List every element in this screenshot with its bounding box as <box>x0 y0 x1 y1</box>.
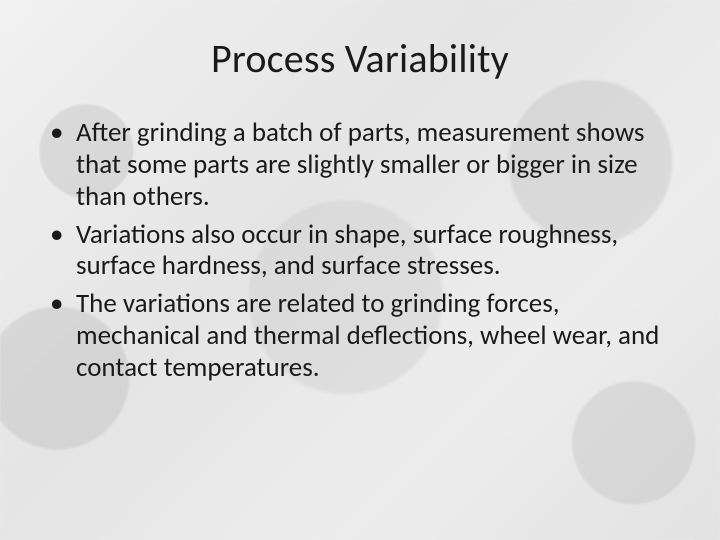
list-item: After grinding a batch of parts, measure… <box>76 117 672 213</box>
bullet-text: After grinding a batch of parts, measure… <box>76 116 644 213</box>
slide-title: Process Variability <box>48 34 672 83</box>
bullet-text: Variations also occur in shape, surface … <box>76 218 618 283</box>
bullet-list: After grinding a batch of parts, measure… <box>48 117 672 384</box>
slide-container: Process Variability After grinding a bat… <box>0 0 720 540</box>
bullet-text: The variations are related to grinding f… <box>76 287 659 384</box>
list-item: The variations are related to grinding f… <box>76 288 672 384</box>
list-item: Variations also occur in shape, surface … <box>76 219 672 283</box>
